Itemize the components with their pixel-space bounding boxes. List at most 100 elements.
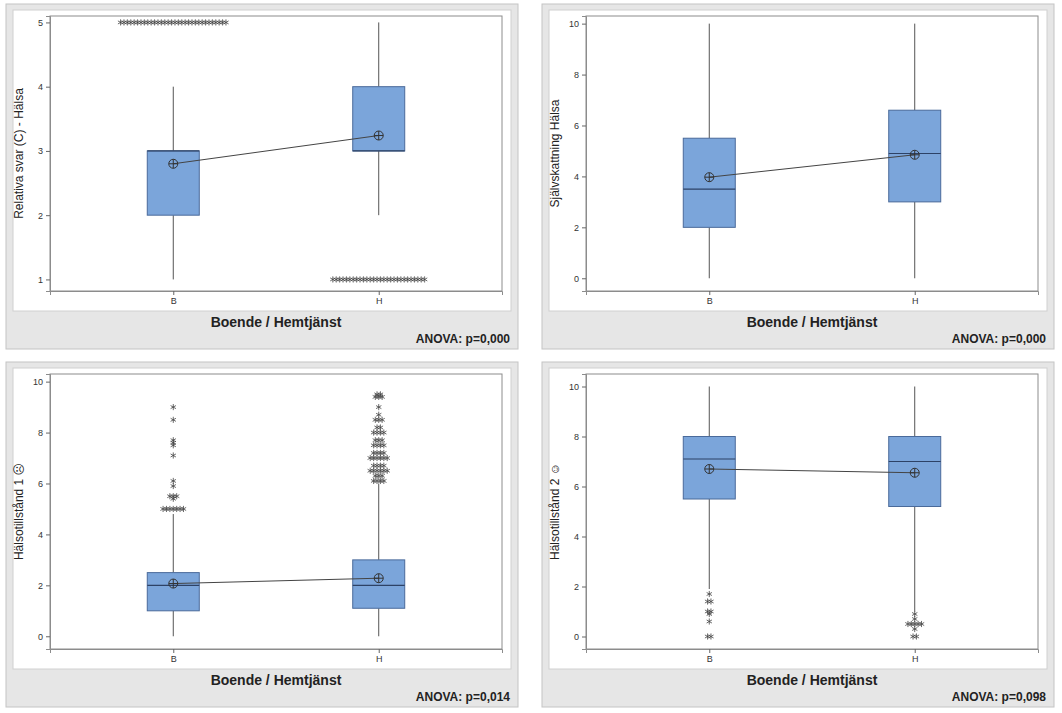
x-axis-title: Boende / Hemtjänst [747,672,878,688]
outlier [419,276,424,282]
annotation: ANOVA: p=0,014 [416,690,510,704]
y-tick: 0 [38,632,50,642]
outlier [330,276,335,282]
x-tick-label: B [171,296,177,306]
outlier [334,276,339,282]
outlier [398,276,403,282]
y-tick: 8 [38,428,50,438]
outlier [915,621,920,627]
whisker-high [173,87,174,151]
panel-background [6,4,518,349]
outlier [405,276,410,282]
outlier [354,276,359,282]
y-tick-mark [582,75,586,76]
x-tick: H [376,649,383,664]
x-tick: B [171,649,177,664]
median [353,585,405,586]
y-tick-mark [582,176,586,177]
outlier [167,506,172,512]
outlier [169,19,174,25]
y-tick-mark [582,437,586,438]
outlier [705,633,710,639]
plot-area [586,16,1038,291]
y-tick-mark [582,587,586,588]
y-axis: 0246810 [33,375,51,650]
x-tick: B [707,291,713,306]
outlier [408,276,413,282]
y-tick-label: 0 [38,632,43,642]
outlier [186,19,191,25]
outlier [381,429,386,435]
outlier [707,611,712,617]
plot-area [50,16,502,291]
y-tick-label: 4 [38,82,43,92]
outlier [395,276,400,282]
y-axis: 0246810 [569,375,587,650]
outlier [337,276,342,282]
box [683,138,735,227]
mean-marker [705,173,714,182]
figure-region [13,368,511,669]
y-tick-label: 4 [38,530,43,540]
outlier [905,621,910,627]
y-tick: 2 [38,211,50,221]
y-tick: 4 [574,172,586,182]
outlier [378,450,383,456]
outlier [381,276,386,282]
outlier [171,404,176,410]
outlier [374,450,379,456]
y-tick-mark [46,483,50,484]
outlier [914,633,919,639]
outlier [361,276,366,282]
mean-marker [374,574,383,583]
y-tick-mark [582,387,586,388]
outlier [167,493,172,499]
y-tick-label: 2 [574,582,579,592]
x-axis: BH [51,649,503,664]
figure-region [549,368,1047,669]
whisker-low [709,499,710,589]
y-tick: 10 [569,19,586,29]
outlier [132,19,137,25]
y-tick-mark [46,151,50,152]
y-tick-mark [582,125,586,126]
outlier [412,276,417,282]
mean-marker [169,579,178,588]
outlier [388,276,393,282]
whisker-low [173,611,174,636]
x-tick-mark [915,291,916,295]
outlier [179,19,184,25]
whisker-high [378,22,379,86]
y-axis: 12345 [38,17,51,292]
y-axis-title: Hälsotillstånd 2 ☺ [548,463,562,560]
outlier [172,19,177,25]
outlier [371,276,376,282]
panel-background [6,362,518,707]
panel-background [542,4,1054,349]
chart-figure: 12345BHRelativa svar (C) - HälsaBoende /… [0,0,1062,713]
outlier [210,19,215,25]
y-tick: 3 [38,146,50,156]
x-tick-label: B [171,654,177,664]
plot-area [50,374,502,649]
y-tick-label: 10 [33,377,43,387]
mean-line [173,578,378,583]
x-tick-label: H [912,654,919,664]
y-axis: 0246810 [569,17,587,292]
mean-marker [910,150,919,159]
outlier [705,598,710,604]
x-tick: B [707,649,713,664]
outlier [912,626,917,632]
box [147,151,199,215]
y-tick: 2 [574,582,586,592]
y-tick-mark [582,227,586,228]
whisker-low [378,608,379,636]
mean-marker [705,465,714,474]
outlier [385,276,390,282]
figure-region [549,10,1047,311]
outlier [203,19,208,25]
y-tick: 10 [33,377,50,387]
plot-area [586,374,1038,649]
whisker-high [378,483,379,559]
box-group [330,22,427,282]
